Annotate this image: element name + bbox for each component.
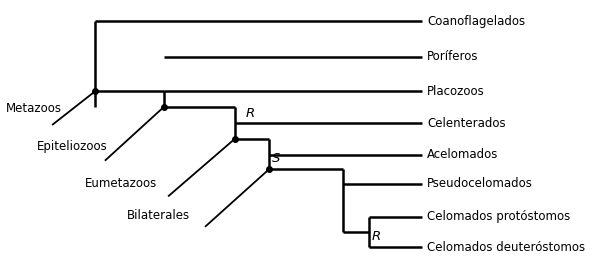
Text: Epiteliozoos: Epiteliozoos <box>37 140 108 153</box>
Text: R: R <box>371 230 381 243</box>
Text: Celomados protóstomos: Celomados protóstomos <box>427 211 570 224</box>
Text: Metazoos: Metazoos <box>5 102 61 115</box>
Text: S: S <box>272 152 280 165</box>
Text: Celenterados: Celenterados <box>427 117 506 130</box>
Text: Acelomados: Acelomados <box>427 148 499 161</box>
Text: Coanoflagelados: Coanoflagelados <box>427 15 525 28</box>
Text: Poríferos: Poríferos <box>427 50 479 63</box>
Text: Placozoos: Placozoos <box>427 85 485 98</box>
Text: R: R <box>245 107 254 120</box>
Text: Pseudocelomados: Pseudocelomados <box>427 177 533 190</box>
Text: Celomados deuteróstomos: Celomados deuteróstomos <box>427 241 585 254</box>
Text: Eumetazoos: Eumetazoos <box>85 177 157 190</box>
Text: Bilaterales: Bilaterales <box>127 209 190 222</box>
